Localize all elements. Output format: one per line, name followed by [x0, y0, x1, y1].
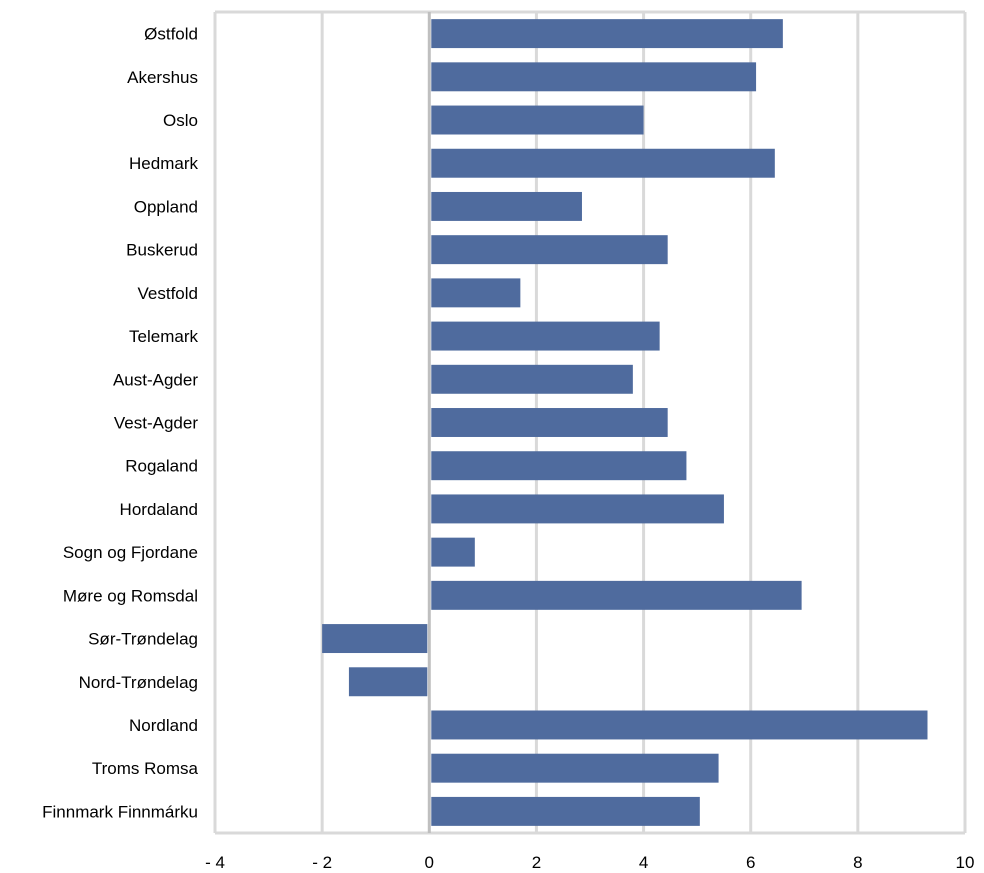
category-label: Rogaland: [125, 457, 198, 476]
x-tick-label: 10: [956, 853, 975, 872]
category-label: Nordland: [129, 716, 198, 735]
bar: [431, 364, 633, 394]
x-tick-label: 0: [425, 853, 434, 872]
bar: [431, 494, 724, 524]
bar: [431, 278, 521, 308]
bar: [431, 105, 644, 135]
category-label: Troms Romsa: [92, 759, 199, 778]
category-label: Akershus: [127, 68, 198, 87]
bar: [431, 321, 660, 351]
category-label: Oslo: [163, 111, 198, 130]
bar: [348, 667, 428, 697]
bar: [431, 191, 582, 221]
category-label: Telemark: [129, 327, 198, 346]
bar-layer: [322, 19, 928, 826]
x-tick-label: 4: [639, 853, 648, 872]
bar: [431, 537, 475, 567]
x-tick-label: 8: [853, 853, 862, 872]
category-label: Finnmark Finnmárku: [42, 802, 198, 821]
x-tick-label: 2: [532, 853, 541, 872]
category-label: Vestfold: [138, 284, 199, 303]
category-label: Møre og Romsdal: [63, 586, 198, 605]
bar: [322, 624, 428, 654]
x-tick-label: - 4: [205, 853, 225, 872]
category-label: Nord-Trøndelag: [79, 673, 198, 692]
x-tick-label: - 2: [312, 853, 332, 872]
x-tick-label: 6: [746, 853, 755, 872]
label-layer: - 4 - 2 0 2 4 6 8 10 Østfold Akershus Oslo Hedmark O…: [42, 25, 974, 872]
category-label: Østfold: [144, 25, 198, 44]
bar: [431, 408, 668, 437]
bar: [431, 148, 775, 178]
category-label: Hordaland: [120, 500, 198, 519]
category-label: Aust-Agder: [113, 370, 198, 389]
bar: [431, 710, 928, 740]
category-label: Vest-Agder: [114, 414, 198, 433]
category-label: Hedmark: [129, 154, 198, 173]
category-label: Sør-Trøndelag: [88, 630, 198, 649]
bar: [431, 235, 668, 265]
bar: [431, 19, 783, 49]
category-label: Buskerud: [126, 241, 198, 260]
category-label: Sogn og Fjordane: [63, 543, 198, 562]
category-label: Oppland: [134, 197, 198, 216]
bar: [431, 580, 802, 610]
bar: [431, 753, 719, 783]
bar: [431, 62, 757, 92]
bar: [431, 451, 687, 481]
bar: [431, 796, 700, 826]
